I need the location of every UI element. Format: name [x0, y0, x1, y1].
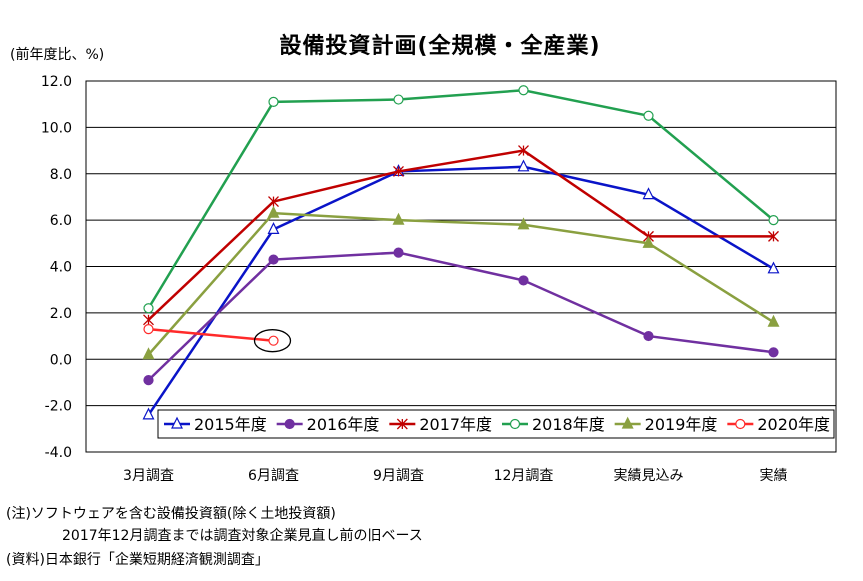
data-point	[393, 247, 404, 258]
data-point	[143, 375, 154, 386]
data-point	[268, 335, 279, 346]
x-tick-label: 9月調査	[373, 468, 424, 484]
y-tick-label: 6.0	[50, 213, 72, 229]
legend-item: 2017年度	[389, 415, 492, 434]
legend-marker	[621, 416, 634, 429]
series-line	[147, 89, 775, 309]
series-2017年度	[143, 145, 779, 326]
legend-item: 2020年度	[727, 415, 830, 434]
data-point	[643, 110, 654, 121]
data-point	[518, 275, 529, 286]
x-tick-label: 実績	[760, 468, 788, 484]
legend-label: 2016年度	[307, 415, 380, 434]
legend-box	[157, 409, 835, 439]
legend-label: 2020年度	[757, 415, 830, 434]
series-2015年度	[142, 159, 780, 420]
data-point	[393, 94, 404, 105]
data-point	[143, 303, 154, 314]
data-point	[642, 235, 655, 248]
legend-label: 2015年度	[194, 415, 267, 434]
data-point	[393, 165, 404, 177]
footnote-note: (注)ソフトウェアを含む設備投資額(除く土地投資額)	[6, 506, 336, 522]
series-line	[147, 211, 775, 356]
data-point	[768, 230, 779, 242]
x-tick-label: 実績見込み	[614, 468, 684, 484]
y-axis-unit-label: (前年度比、%)	[10, 47, 105, 63]
y-tick-label: 2.0	[50, 306, 72, 322]
legend-marker	[396, 418, 408, 430]
data-point	[643, 330, 654, 342]
legend-marker	[284, 418, 295, 430]
legend-item: 2015年度	[164, 415, 267, 434]
legend-label: 2018年度	[532, 415, 605, 434]
data-point	[143, 314, 154, 326]
legend-marker	[171, 416, 183, 429]
legend-label: 2019年度	[645, 415, 718, 434]
y-tick-label: -2.0	[45, 399, 72, 415]
series-line	[147, 251, 774, 382]
data-point	[392, 212, 405, 225]
data-point	[517, 159, 530, 172]
chart-title: 設備投資計画(全規模・全産業)	[279, 34, 601, 59]
data-point	[142, 347, 155, 360]
x-tick-label: 12月調査	[494, 468, 554, 484]
data-point	[268, 196, 279, 208]
data-point	[768, 347, 779, 358]
y-tick-label: -4.0	[45, 445, 72, 461]
data-point	[767, 261, 780, 274]
legend-marker	[735, 418, 746, 430]
line-chart: -4.0 -2.0 0.0 2.0 4.0 6.0 8.0 10.0 12.0 3月調査 6月調査 9…	[41, 74, 837, 484]
x-tick-label: 6月調査	[248, 468, 299, 484]
series-line	[147, 149, 774, 321]
series-line	[147, 165, 775, 416]
y-tick-label: 12.0	[41, 74, 72, 90]
y-tick-label: 4.0	[50, 260, 72, 276]
data-point	[518, 145, 529, 157]
data-point	[143, 324, 154, 335]
legend-item: 2016年度	[276, 415, 380, 434]
x-tick-label: 3月調査	[123, 468, 174, 484]
legend-marker	[509, 418, 521, 430]
data-point	[268, 254, 279, 265]
data-point	[267, 222, 280, 234]
series-2019年度	[142, 205, 780, 360]
legend-item: 2019年度	[614, 415, 718, 434]
series-2020年度	[143, 324, 279, 346]
y-tick-label: 8.0	[50, 167, 72, 183]
data-point	[142, 407, 155, 420]
legend-item: 2018年度	[502, 415, 605, 434]
series-line	[148, 327, 274, 342]
legend-label: 2017年度	[419, 415, 492, 434]
data-point	[268, 96, 279, 107]
data-point	[517, 217, 530, 230]
footnote-note-continued: 2017年12月調査までは調査対象企業見直し前の旧ベース	[62, 528, 423, 544]
data-point	[767, 314, 780, 327]
data-point	[518, 85, 529, 96]
data-point	[267, 205, 280, 218]
y-tick-label: 10.0	[41, 120, 72, 136]
data-point	[768, 215, 779, 226]
series-2016年度	[143, 247, 779, 386]
highlight-ellipse	[253, 329, 292, 353]
footnote-source: (資料)日本銀行「企業短期経済観測調査」	[6, 552, 269, 568]
data-point	[642, 187, 655, 200]
y-tick-label: 0.0	[50, 352, 72, 368]
series-2018年度	[143, 85, 779, 314]
